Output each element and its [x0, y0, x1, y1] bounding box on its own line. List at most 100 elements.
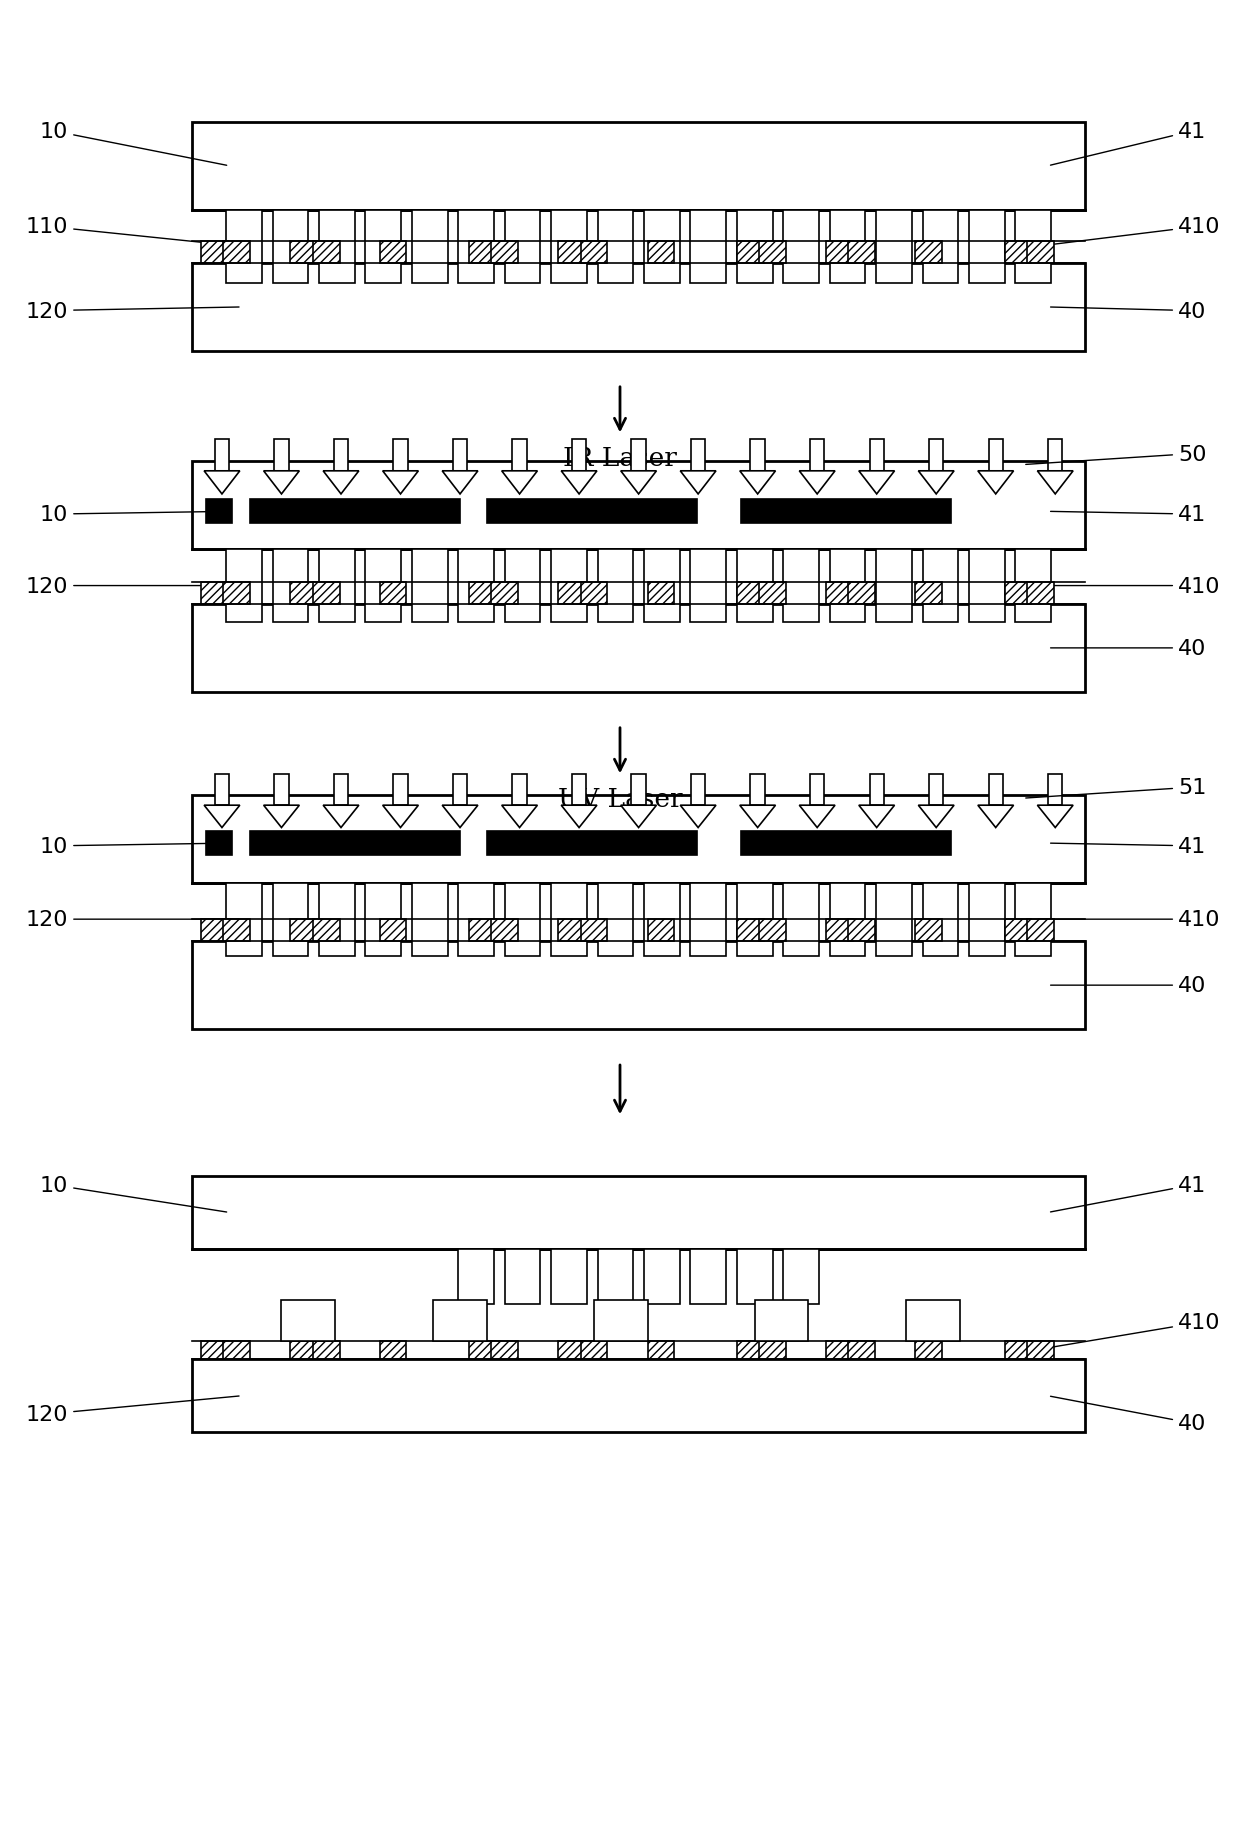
Bar — [334, 440, 348, 471]
Bar — [281, 1301, 335, 1341]
Bar — [848, 242, 875, 264]
Bar — [192, 605, 1085, 692]
Text: 51: 51 — [1025, 779, 1207, 799]
Bar — [319, 550, 355, 623]
Bar — [1027, 920, 1054, 942]
Bar — [201, 242, 228, 264]
Bar — [1004, 920, 1032, 942]
Bar — [393, 440, 408, 471]
Text: 40: 40 — [1050, 976, 1207, 995]
Bar — [512, 440, 527, 471]
Bar — [558, 1341, 585, 1359]
Bar — [505, 1249, 541, 1304]
Bar — [848, 920, 875, 942]
Bar — [250, 500, 460, 524]
Bar — [459, 883, 494, 956]
Polygon shape — [859, 471, 894, 495]
Bar — [250, 832, 460, 856]
Bar — [366, 211, 401, 284]
Bar — [923, 211, 959, 284]
Bar — [968, 550, 1004, 623]
Bar — [784, 1249, 818, 1304]
Bar — [319, 211, 355, 284]
Polygon shape — [324, 471, 358, 495]
Text: 120: 120 — [26, 577, 239, 595]
Bar — [505, 883, 541, 956]
Bar — [826, 242, 853, 264]
Bar — [988, 775, 1003, 806]
Bar — [737, 211, 773, 284]
Bar — [491, 1341, 518, 1359]
Text: 110: 110 — [26, 218, 239, 247]
Bar — [580, 920, 608, 942]
Bar — [580, 583, 608, 605]
Bar — [201, 920, 228, 942]
Bar — [691, 1249, 727, 1304]
Bar — [737, 920, 764, 942]
Bar — [192, 462, 1085, 550]
Bar — [737, 1249, 773, 1304]
Bar — [273, 883, 309, 956]
Bar — [201, 583, 228, 605]
Bar — [691, 550, 727, 623]
Text: 10: 10 — [40, 123, 227, 167]
Bar — [647, 920, 675, 942]
Polygon shape — [978, 471, 1013, 495]
Bar — [223, 920, 250, 942]
Bar — [580, 242, 608, 264]
Text: 40: 40 — [1050, 302, 1207, 321]
Bar — [1016, 883, 1052, 956]
Bar — [192, 264, 1085, 352]
Bar — [848, 583, 875, 605]
Bar — [273, 550, 309, 623]
Polygon shape — [978, 806, 1013, 828]
Bar — [1016, 211, 1052, 284]
Bar — [750, 775, 765, 806]
Bar — [784, 211, 818, 284]
Bar — [826, 1341, 853, 1359]
Bar — [631, 775, 646, 806]
Text: 120: 120 — [26, 911, 239, 929]
Bar — [1004, 242, 1032, 264]
Bar — [312, 920, 340, 942]
Polygon shape — [502, 471, 537, 495]
Bar — [379, 1341, 407, 1359]
Bar — [223, 1341, 250, 1359]
Bar — [192, 1176, 1085, 1249]
Bar — [290, 1341, 317, 1359]
Bar — [877, 550, 911, 623]
Bar — [223, 242, 250, 264]
Bar — [755, 1301, 808, 1341]
Text: 410: 410 — [1038, 911, 1220, 929]
Polygon shape — [264, 806, 299, 828]
Bar — [226, 883, 262, 956]
Bar — [737, 550, 773, 623]
Bar — [412, 211, 448, 284]
Bar — [598, 1249, 634, 1304]
Bar — [915, 583, 942, 605]
Bar — [192, 123, 1085, 211]
Text: 10: 10 — [40, 837, 227, 856]
Bar — [192, 795, 1085, 883]
Bar — [691, 775, 706, 806]
Bar — [505, 550, 541, 623]
Bar — [644, 883, 680, 956]
Polygon shape — [681, 806, 715, 828]
Bar — [512, 775, 527, 806]
Bar — [453, 440, 467, 471]
Bar — [869, 440, 884, 471]
Bar — [737, 242, 764, 264]
Bar — [1016, 550, 1052, 623]
Bar — [915, 920, 942, 942]
Bar — [915, 242, 942, 264]
Bar — [274, 440, 289, 471]
Bar — [551, 211, 587, 284]
Bar — [379, 242, 407, 264]
Bar — [644, 1249, 680, 1304]
Bar — [644, 550, 680, 623]
Bar — [826, 920, 853, 942]
Bar — [923, 550, 959, 623]
Bar — [379, 920, 407, 942]
Text: IR Laser: IR Laser — [563, 445, 677, 471]
Bar — [312, 583, 340, 605]
